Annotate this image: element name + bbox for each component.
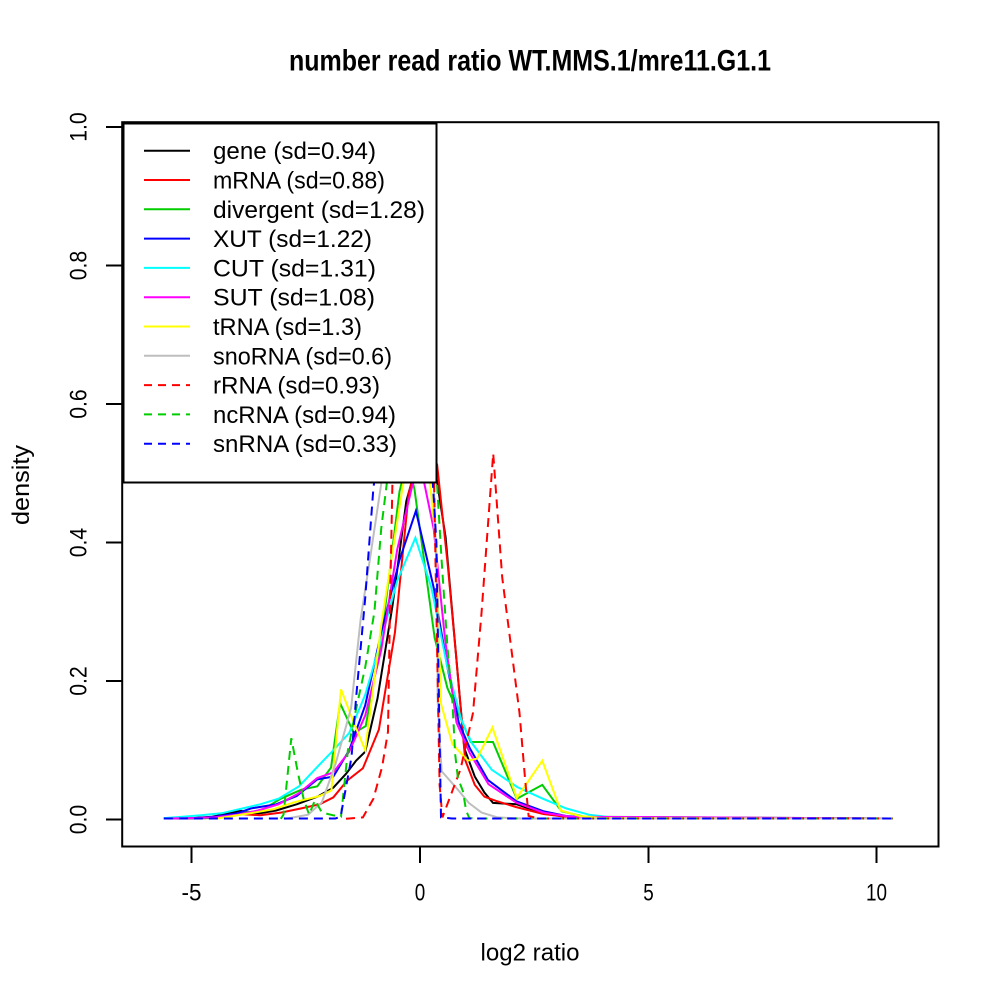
svg-text:log2 ratio: log2 ratio <box>481 940 580 967</box>
svg-text:snRNA (sd=0.33): snRNA (sd=0.33) <box>213 431 397 458</box>
svg-text:rRNA (sd=0.93): rRNA (sd=0.93) <box>213 373 380 400</box>
svg-text:0.6: 0.6 <box>66 389 93 419</box>
svg-text:snoRNA (sd=0.6): snoRNA (sd=0.6) <box>213 343 392 370</box>
svg-text:0.0: 0.0 <box>66 805 93 835</box>
svg-text:1.0: 1.0 <box>66 112 93 142</box>
svg-text:density: density <box>8 445 35 525</box>
svg-text:number read ratio WT.MMS.1/mre: number read ratio WT.MMS.1/mre11.G1.1 <box>289 45 771 78</box>
svg-text:mRNA (sd=0.88): mRNA (sd=0.88) <box>213 168 385 195</box>
svg-text:10: 10 <box>866 880 887 907</box>
svg-text:SUT (sd=1.08): SUT (sd=1.08) <box>213 285 375 312</box>
svg-text:-5: -5 <box>182 880 202 907</box>
svg-text:0.2: 0.2 <box>66 666 93 696</box>
svg-text:ncRNA (sd=0.94): ncRNA (sd=0.94) <box>213 402 396 429</box>
svg-text:0: 0 <box>415 880 426 907</box>
svg-text:divergent (sd=1.28): divergent (sd=1.28) <box>213 197 425 224</box>
svg-text:XUT (sd=1.22): XUT (sd=1.22) <box>213 226 372 253</box>
svg-text:CUT (sd=1.31): CUT (sd=1.31) <box>213 255 376 282</box>
svg-text:0.4: 0.4 <box>66 528 93 558</box>
svg-text:tRNA (sd=1.3): tRNA (sd=1.3) <box>213 314 362 341</box>
svg-text:gene (sd=0.94): gene (sd=0.94) <box>213 138 376 165</box>
svg-text:5: 5 <box>643 880 654 907</box>
svg-text:0.8: 0.8 <box>66 251 93 281</box>
